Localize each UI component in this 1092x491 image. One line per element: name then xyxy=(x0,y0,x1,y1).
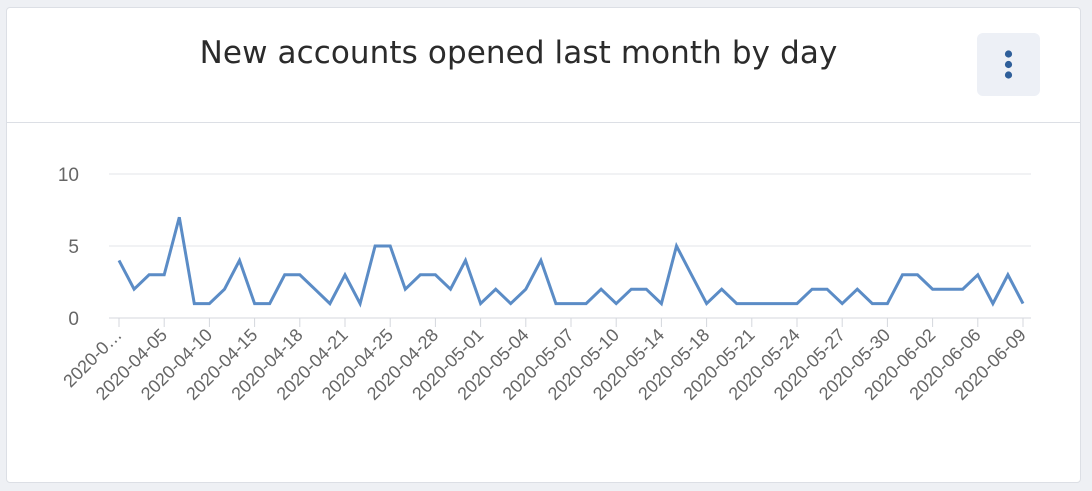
vertical-ellipsis-icon xyxy=(1004,50,1013,79)
more-options-button[interactable] xyxy=(977,33,1040,96)
card-header: New accounts opened last month by day xyxy=(7,8,1080,123)
chart-title: New accounts opened last month by day xyxy=(199,35,838,71)
series-line xyxy=(117,216,1025,308)
chart-card: New accounts opened last month by day 0 5… xyxy=(6,7,1081,483)
y-tick-label: 10 xyxy=(58,165,79,186)
chart-area: 0 5 10 2020-0… 2020-04-05 2020-04-10 2020-04-1… xyxy=(7,122,1080,482)
y-tick-label: 5 xyxy=(68,237,79,258)
y-tick-label: 0 xyxy=(68,309,79,330)
